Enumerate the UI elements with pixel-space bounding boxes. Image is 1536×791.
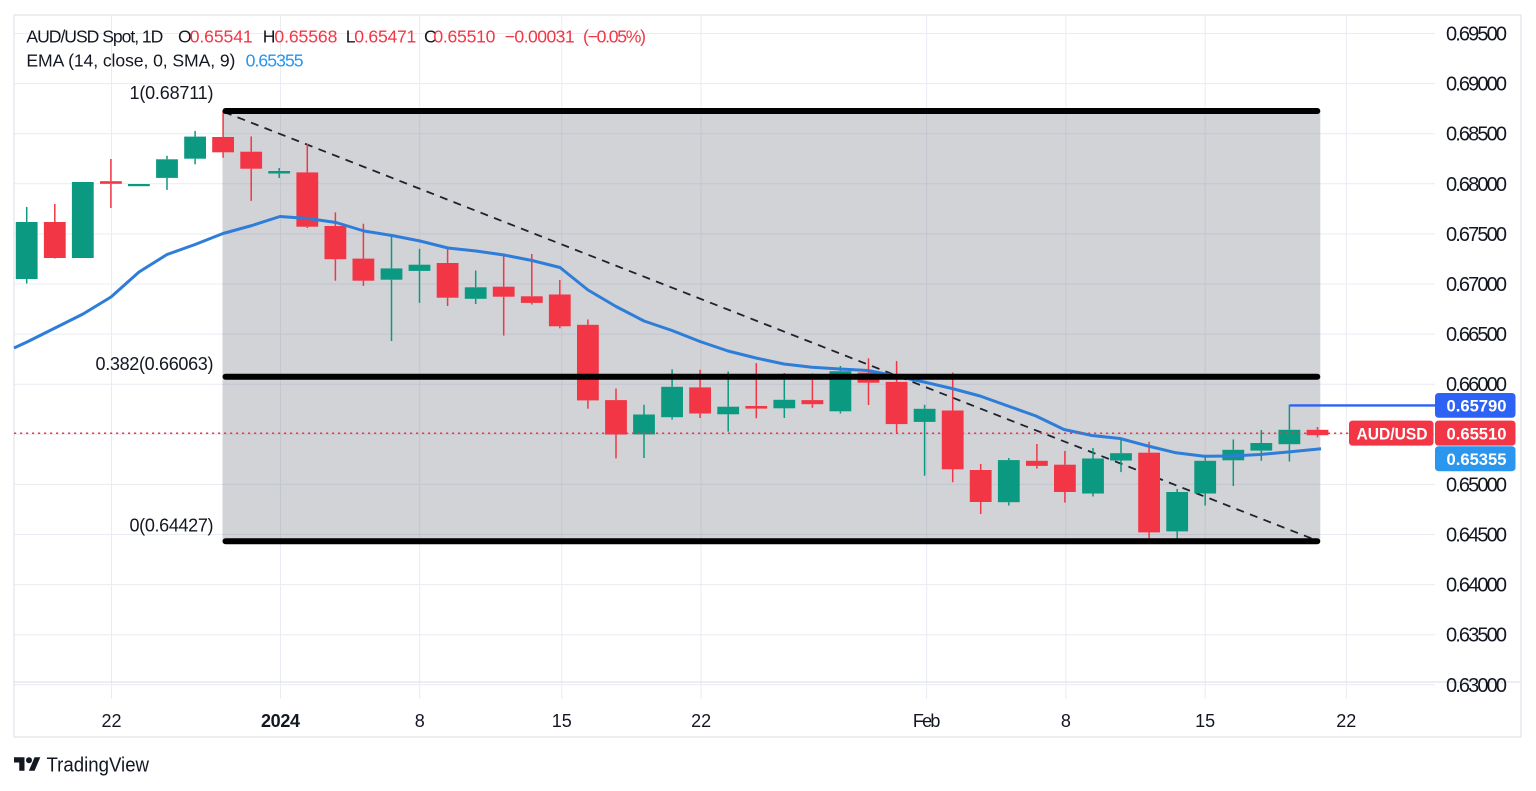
svg-text:0.69500: 0.69500	[1446, 24, 1507, 46]
svg-text:8: 8	[415, 711, 425, 731]
svg-text:0.68500: 0.68500	[1446, 124, 1507, 146]
svg-text:C: C	[424, 26, 437, 46]
svg-text:0.66500: 0.66500	[1446, 324, 1507, 346]
svg-text:0.65355: 0.65355	[1447, 450, 1507, 469]
svg-text:O: O	[178, 26, 192, 46]
svg-text:0.65471: 0.65471	[354, 26, 416, 46]
svg-text:0.69000: 0.69000	[1446, 74, 1507, 96]
svg-text:L: L	[346, 26, 356, 46]
svg-text:15: 15	[1195, 711, 1215, 731]
svg-text:0.65510: 0.65510	[1447, 424, 1507, 443]
svg-text:H: H	[263, 26, 276, 46]
svg-text:Feb: Feb	[913, 711, 941, 731]
svg-text:0.64500: 0.64500	[1446, 525, 1507, 547]
svg-text:8: 8	[1061, 711, 1071, 731]
svg-text:0.66000: 0.66000	[1446, 374, 1507, 396]
svg-text:0.65790: 0.65790	[1447, 397, 1507, 416]
svg-text:1(0.68711): 1(0.68711)	[130, 83, 214, 103]
svg-text:0.63000: 0.63000	[1446, 675, 1507, 697]
svg-text:(−0.05%): (−0.05%)	[583, 26, 646, 46]
svg-text:AUD/USD Spot, 1D: AUD/USD Spot, 1D	[26, 26, 163, 46]
svg-text:0.67500: 0.67500	[1446, 224, 1507, 246]
svg-text:22: 22	[101, 711, 121, 731]
svg-text:−0.00031: −0.00031	[505, 26, 575, 46]
svg-text:0.65568: 0.65568	[274, 26, 337, 46]
svg-text:0.68000: 0.68000	[1446, 174, 1507, 196]
svg-text:TradingView: TradingView	[47, 754, 150, 777]
svg-text:0.65541: 0.65541	[190, 26, 253, 46]
svg-text:15: 15	[552, 711, 572, 731]
svg-text:0.63500: 0.63500	[1446, 625, 1507, 647]
svg-text:22: 22	[1336, 711, 1356, 731]
svg-text:2024: 2024	[261, 711, 300, 731]
svg-text:0.65510: 0.65510	[433, 26, 495, 46]
svg-text:0.64000: 0.64000	[1446, 575, 1507, 597]
svg-text:0.65355: 0.65355	[246, 50, 304, 70]
svg-text:0.65000: 0.65000	[1446, 474, 1507, 496]
svg-text:EMA (14, close, 0, SMA, 9): EMA (14, close, 0, SMA, 9)	[26, 50, 235, 70]
svg-text:AUD/USD: AUD/USD	[1357, 424, 1428, 443]
svg-text:0.67000: 0.67000	[1446, 274, 1507, 296]
svg-text:0(0.64427): 0(0.64427)	[130, 516, 214, 536]
svg-text:22: 22	[691, 711, 711, 731]
svg-text:0.382(0.66063): 0.382(0.66063)	[96, 354, 214, 374]
